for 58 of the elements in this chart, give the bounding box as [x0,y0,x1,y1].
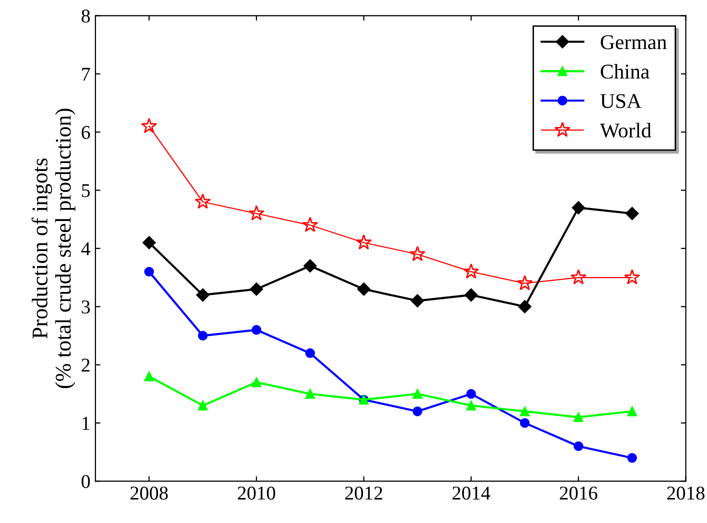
point [570,269,586,284]
point [141,118,158,134]
point [194,194,211,209]
point [466,389,476,399]
point [356,234,372,250]
point [248,205,264,220]
y-tick-label: 7 [82,68,90,81]
point [410,294,424,308]
point [463,263,480,279]
legend-label: USA [600,94,642,108]
y-tick-label: 5 [82,184,90,198]
y-tick-label: 4 [81,242,90,256]
y-tick-label: 3 [82,300,90,314]
point [302,216,318,232]
point [196,288,210,302]
point [624,269,640,284]
x-tick-label: 2018 [667,486,704,500]
point [464,288,478,302]
y-tick-label: 6 [82,126,90,139]
x-tick-label: 2014 [452,486,490,500]
y-axis-title: Production of ingots (% total crude steel production) [32,108,76,388]
point [627,406,637,416]
point [412,389,422,399]
point [572,201,586,214]
point [305,348,315,358]
x-tick-label: 2010 [238,486,276,500]
x-tick-label: 2012 [345,486,382,500]
point [198,400,208,410]
point [198,330,208,341]
point [574,412,584,422]
point [357,282,370,296]
y-tick-label: 2 [82,358,90,372]
point [466,400,476,410]
point [574,441,584,452]
point [304,259,317,272]
x-tick-label: 2008 [130,486,168,500]
point [626,206,639,220]
point [409,246,426,262]
point [520,418,530,428]
point [518,300,532,314]
legend-label: China [600,64,650,79]
point [627,453,637,463]
x-tick-label: 2016 [560,486,598,500]
y-tick-label: 0 [82,474,90,488]
point [142,236,156,250]
point [252,377,262,388]
point [144,372,154,382]
legend-label: German [600,35,667,50]
point [305,389,315,399]
y-tick-label: 1 [82,416,90,430]
point [516,275,533,290]
point [144,266,154,277]
point [252,325,262,335]
point [412,406,422,416]
point [250,282,264,296]
point [520,406,530,416]
y-tick-label: 8 [82,10,90,23]
legend-label: World [600,122,652,138]
